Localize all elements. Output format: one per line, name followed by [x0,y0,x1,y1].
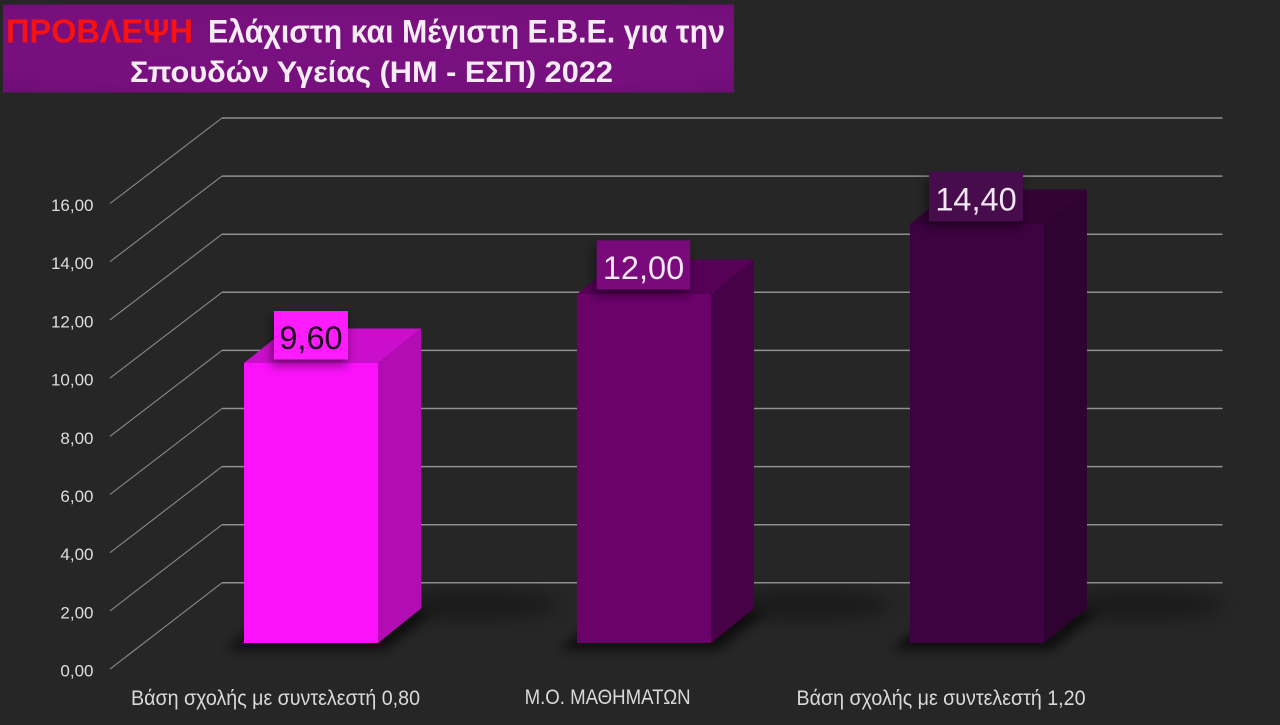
svg-text:4,00: 4,00 [60,545,93,564]
svg-text:14,00: 14,00 [51,254,94,273]
svg-text:2,00: 2,00 [60,603,93,622]
svg-text:8,00: 8,00 [60,429,93,448]
svg-text:Σπουδών Υγείας (ΗΜ - ΕΣΠ) 2022: Σπουδών Υγείας (ΗΜ - ΕΣΠ) 2022 [130,56,613,89]
svg-text:10,00: 10,00 [51,371,94,390]
svg-text:6,00: 6,00 [60,487,93,506]
svg-text:0,00: 0,00 [60,662,93,681]
svg-text:Ελάχιστη και Μέγιστη Ε.Β.Ε. γι: Ελάχιστη και Μέγιστη Ε.Β.Ε. για την [208,14,725,50]
svg-text:9,60: 9,60 [279,320,342,356]
svg-text:12,00: 12,00 [51,312,94,331]
svg-text:14,40: 14,40 [935,182,1016,218]
svg-text:16,00: 16,00 [51,196,94,215]
svg-text:Βάση σχολής με συντελεστή 0,80: Βάση σχολής με συντελεστή 0,80 [131,687,420,710]
svg-text:Βάση σχολής με συντελεστή 1,20: Βάση σχολής με συντελεστή 1,20 [797,687,1086,710]
svg-text:12,00: 12,00 [603,250,684,286]
svg-text:Μ.Ο. ΜΑΘΗΜΑΤΩΝ: Μ.Ο. ΜΑΘΗΜΑΤΩΝ [525,686,691,709]
svg-text:ΠΡΟΒΛΕΨΗ: ΠΡΟΒΛΕΨΗ [6,14,193,51]
